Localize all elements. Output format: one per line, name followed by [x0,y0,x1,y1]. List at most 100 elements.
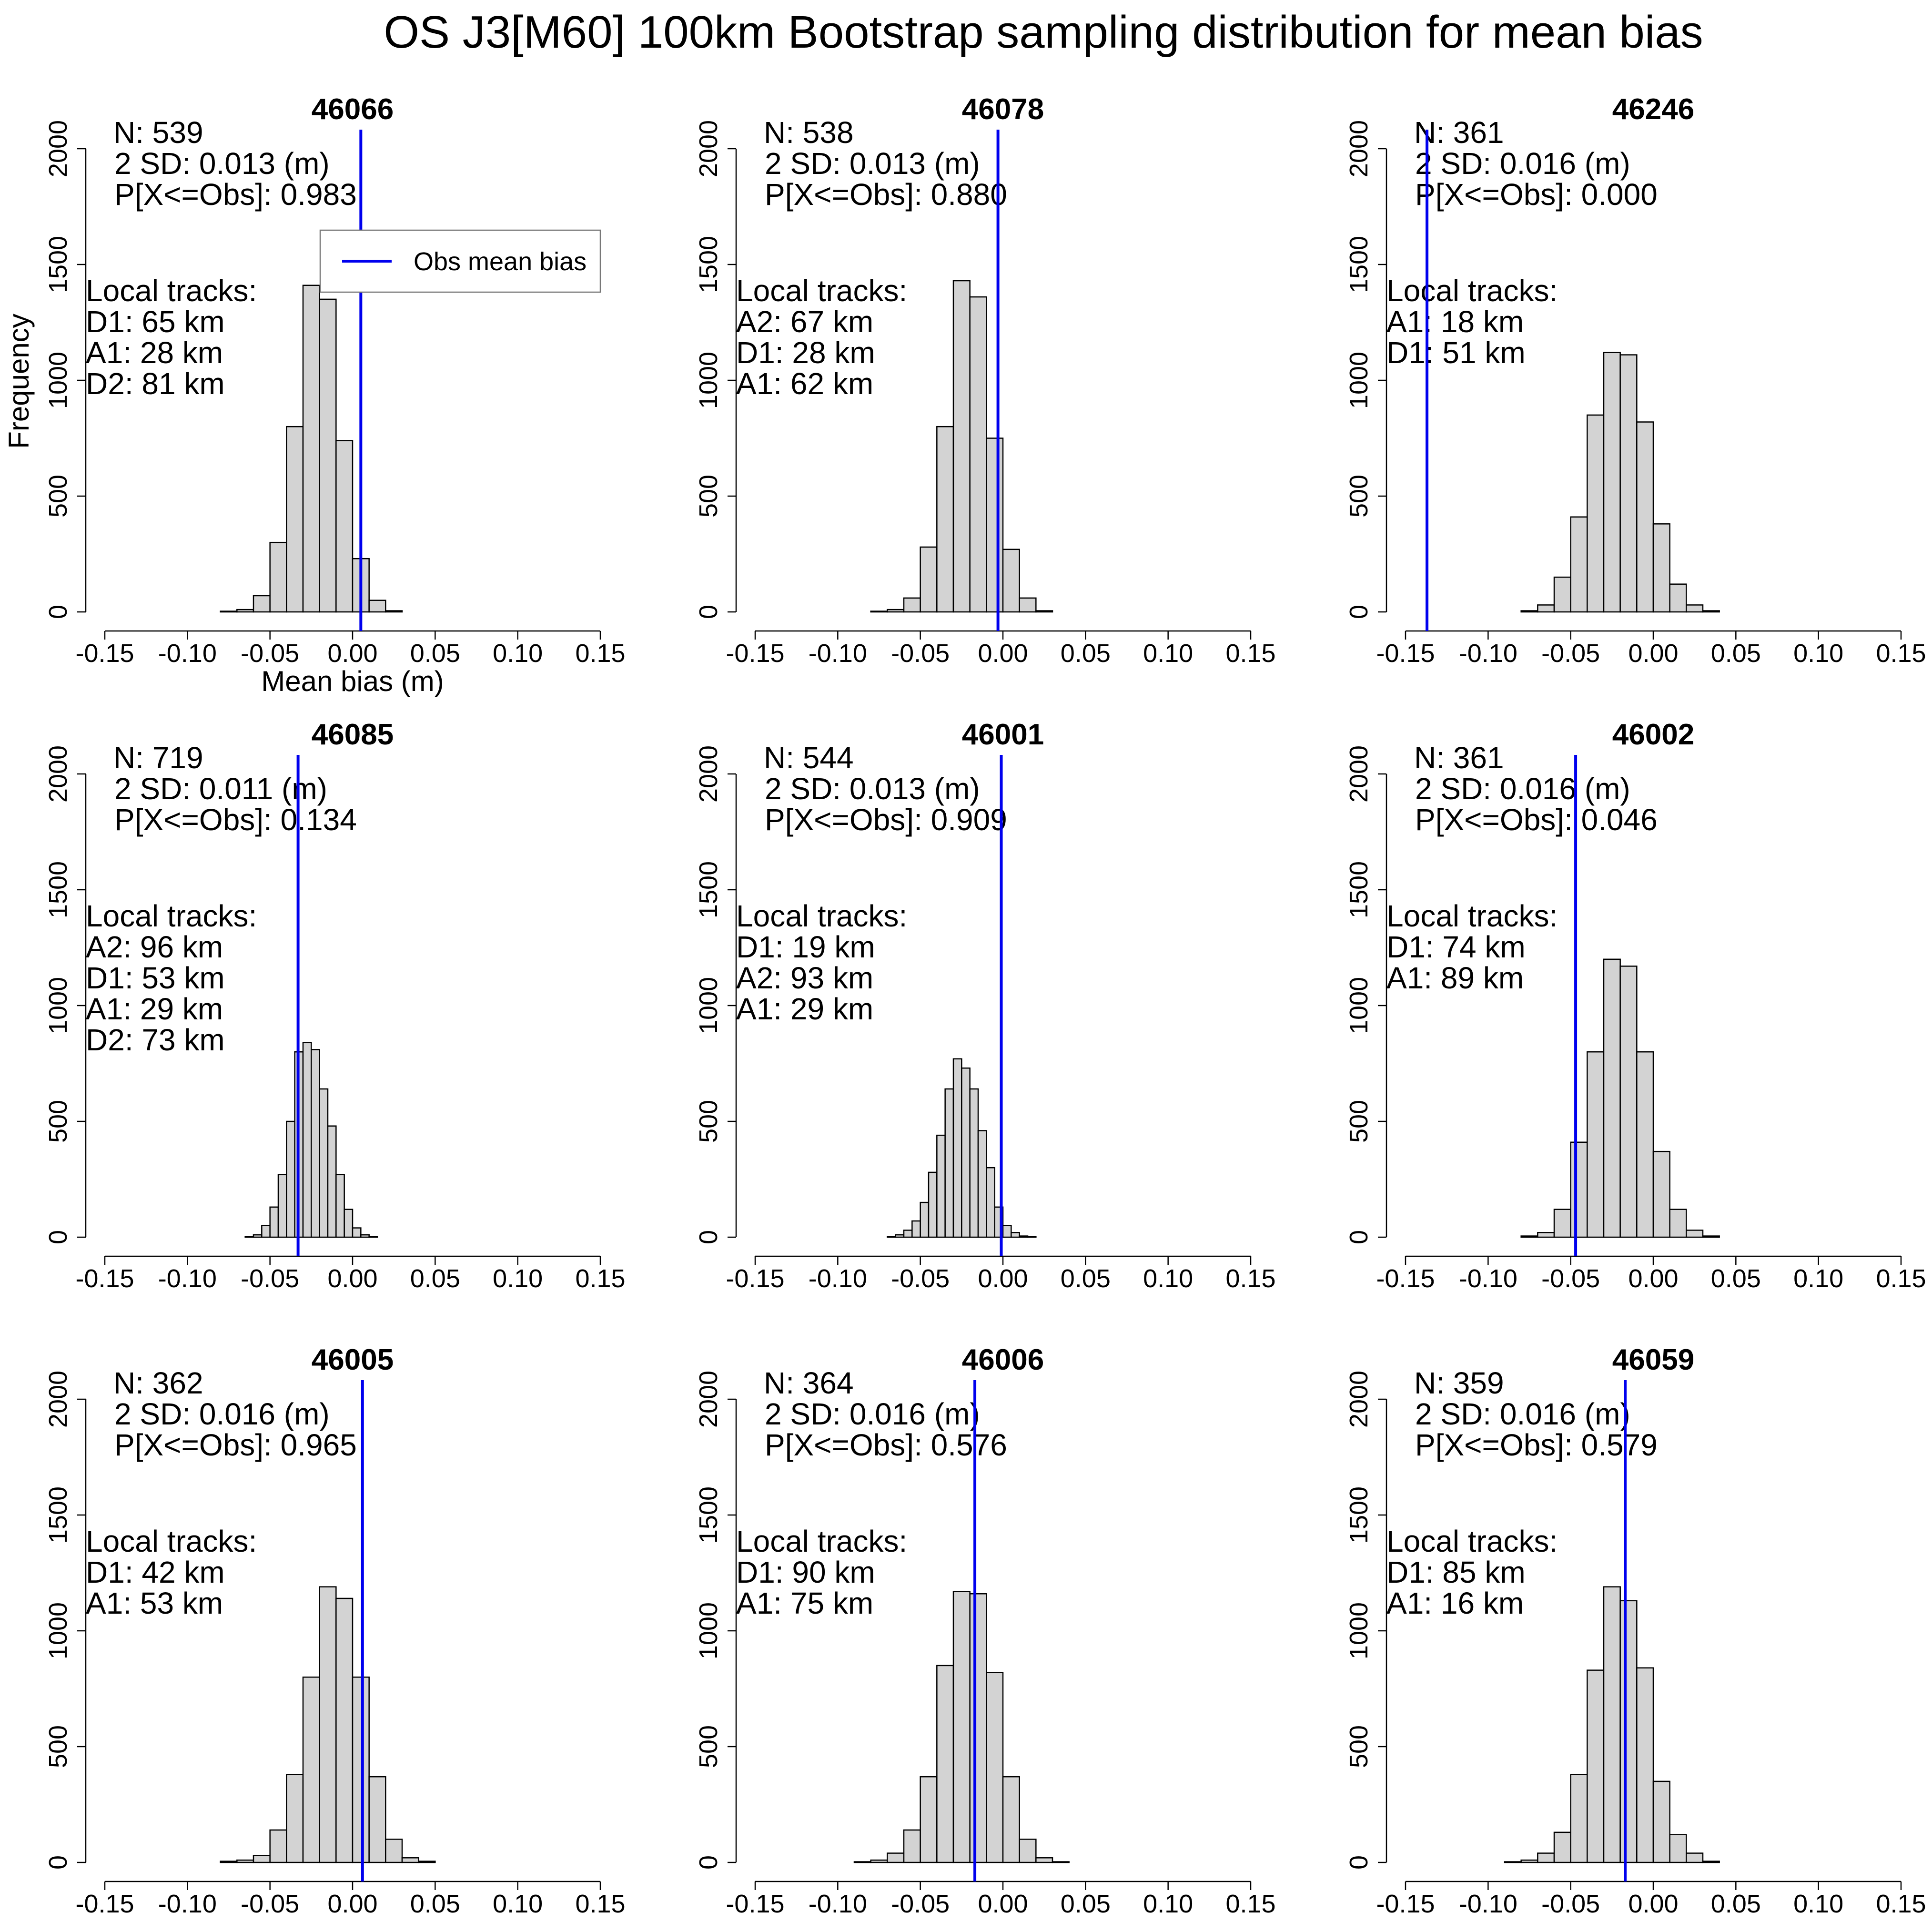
y-tick-label: 2000 [694,1371,723,1428]
histogram-bar [302,285,320,613]
histogram-bar [1035,1857,1053,1863]
x-tick-label: -0.05 [241,1264,299,1293]
x-tick-label: -0.10 [809,1264,867,1293]
y-tick-label: 1500 [694,1486,723,1544]
y-tick-label: 1000 [44,977,72,1034]
track-line: A1: 29 km [736,992,873,1026]
x-tick-label: 0.10 [1793,1264,1843,1293]
x-tick-label: -0.05 [891,1890,950,1918]
histogram-bar [1520,1859,1538,1863]
y-tick-label: 0 [694,605,723,619]
histogram-bar [385,1839,403,1863]
panel-46246: 46246 -0.15 -0.10 -0.05 0.00 0.05 0.10 0.15 0 500… [1345,93,1926,668]
histogram-bar [1587,414,1605,613]
stat-line: N: 361 [1414,741,1504,775]
histogram-bar [936,426,954,613]
x-tick-label: -0.15 [726,1264,784,1293]
histogram-bar [1686,1852,1704,1863]
x-tick-label: -0.10 [158,639,217,668]
y-tick-label: 0 [694,1855,723,1870]
x-tick-label: 0.05 [1061,639,1111,668]
track-line: D1: 28 km [736,336,875,370]
track-line: D1: 90 km [736,1555,875,1589]
histogram-bar [903,1230,913,1238]
histogram-bar [261,1225,271,1238]
y-tick-label: 1500 [44,861,72,918]
histogram-bar [368,600,386,613]
panel-title: 46078 [962,93,1044,126]
y-tick-label: 1000 [1345,977,1373,1034]
stat-line: N: 538 [764,115,854,150]
x-tick-label: 0.10 [1793,1890,1843,1918]
histogram-bar [1619,966,1638,1238]
histogram-bar [1553,1831,1571,1863]
x-tick-label: 0.00 [327,1264,377,1293]
x-tick-label: 0.15 [1225,1264,1275,1293]
histogram-bar [969,1593,987,1863]
track-line: D1: 42 km [86,1555,225,1589]
y-tick-label: 1000 [694,977,723,1034]
x-tick-label: -0.05 [241,639,299,668]
histogram-bar [1686,604,1704,613]
histogram-bar [368,1776,386,1863]
x-tick-label: 0.10 [1143,1890,1193,1918]
track-line: D1: 53 km [86,961,225,995]
x-tick-label: -0.15 [1376,1264,1435,1293]
stat-line: P[X<=Obs]: 0.134 [114,803,357,837]
panel-title: 46059 [1612,1343,1694,1376]
x-tick-label: 0.00 [978,639,1028,668]
histogram-bar [903,1829,921,1863]
y-tick-label: 2000 [694,120,723,177]
histogram-bar [952,280,971,613]
histogram-bar [1019,1235,1029,1238]
y-tick-label: 500 [694,1100,723,1143]
histogram-bar [220,1861,238,1863]
y-tick-label: 1000 [694,352,723,409]
x-tick-label: -0.15 [1376,639,1435,668]
y-tick-label: 500 [694,475,723,518]
y-tick-label: 500 [1345,1100,1373,1143]
stat-line: 2 SD: 0.011 (m) [114,772,327,806]
y-tick-label: 0 [1345,1230,1373,1244]
panel-46059: 46059 -0.15 -0.10 -0.05 0.00 0.05 0.10 0.15 0 500… [1345,1343,1926,1918]
histogram-bar [920,1201,930,1238]
x-axis-label: Mean bias (m) [261,665,444,697]
x-tick-label: 0.05 [1711,1890,1761,1918]
x-tick-label: -0.10 [809,1890,867,1918]
histogram-bar [1002,1776,1020,1863]
track-line: Local tracks: [1386,899,1558,933]
histogram-bar [952,1591,971,1863]
x-tick-label: 0.15 [575,639,625,668]
legend: Obs mean bias [319,229,601,293]
y-tick-label: 0 [44,1230,72,1244]
x-tick-label: 0.00 [1628,1264,1678,1293]
y-tick-label: 1000 [44,352,72,409]
stat-line: 2 SD: 0.013 (m) [114,146,330,181]
x-tick-label: 0.15 [1225,1890,1275,1918]
x-tick-label: 0.00 [978,1890,1028,1918]
track-line: D1: 85 km [1386,1555,1526,1589]
track-line: A2: 96 km [86,930,223,964]
panel-46066: 46066 -0.15 -0.10 -0.05 0.00 0.05 0.10 0.15 0 500… [44,93,626,668]
track-line: D2: 73 km [86,1023,225,1057]
track-line: A1: 62 km [736,366,873,401]
panel-46078: 46078 -0.15 -0.10 -0.05 0.00 0.05 0.10 0.15 0 500… [694,93,1276,668]
y-tick-label: 2000 [694,745,723,803]
histogram-bar [887,609,905,613]
histogram-bar [385,610,403,613]
y-tick-label: 500 [1345,475,1373,518]
x-tick-label: 0.10 [1793,639,1843,668]
stat-line: N: 364 [764,1366,854,1400]
y-tick-label: 2000 [44,120,72,177]
y-tick-label: 1000 [694,1602,723,1659]
histogram-bar [920,1776,938,1863]
histogram-bar [1636,421,1654,613]
track-line: Local tracks: [736,274,907,308]
track-line: A1: 75 km [736,1586,873,1620]
x-tick-label: 0.00 [978,1264,1028,1293]
panel-46085: 46085 -0.15 -0.10 -0.05 0.00 0.05 0.10 0.15 0 500… [44,718,626,1293]
stat-line: N: 362 [113,1366,203,1400]
panel-title: 46001 [962,718,1044,751]
x-tick-label: -0.10 [1459,639,1517,668]
track-line: Local tracks: [86,274,257,308]
